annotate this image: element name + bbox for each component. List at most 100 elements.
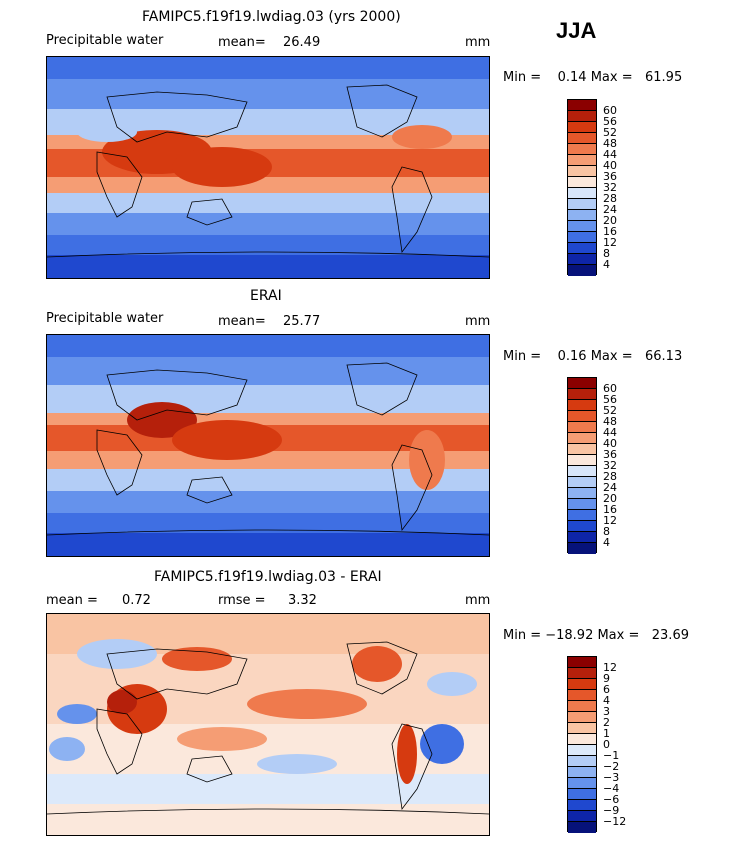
colorbar-label: 9 — [603, 672, 610, 685]
colorbar-label: 4 — [603, 536, 610, 549]
panel-1-mean-label: mean= — [218, 35, 266, 50]
colorbar-label: −12 — [603, 815, 627, 828]
colorbar-label: −4 — [603, 782, 620, 795]
colorbar-swatch — [568, 466, 596, 477]
colorbar-swatch — [568, 668, 596, 679]
colorbar-swatch — [568, 232, 596, 243]
colorbar-swatch — [568, 712, 596, 723]
panel-3-rmse-label: rmse = — [218, 593, 266, 608]
colorbar-swatch — [568, 422, 596, 433]
panel-1-map — [46, 56, 490, 279]
panel-1-minmax: Min = 0.14 Max = 61.95 — [503, 70, 683, 85]
colorbar-swatch — [568, 510, 596, 521]
colorbar-label: 3 — [603, 705, 610, 718]
colorbar-swatch — [568, 532, 596, 543]
panel-1-unit: mm — [465, 35, 491, 50]
panel-1-variable-label: Precipitable water — [46, 33, 164, 48]
colorbar-swatch — [568, 723, 596, 734]
colorbar-label: 52 — [603, 126, 617, 139]
colorbar-label: 8 — [603, 247, 610, 260]
colorbar-swatch — [568, 265, 596, 276]
colorbar-label: 1 — [603, 727, 610, 740]
colorbar-swatch — [568, 389, 596, 400]
panel-2-colorbar — [567, 377, 597, 554]
colorbar-swatch — [568, 166, 596, 177]
colorbar-swatch — [568, 488, 596, 499]
colorbar-swatch — [568, 789, 596, 800]
panel-1-colorbar — [567, 99, 597, 276]
colorbar-swatch — [568, 155, 596, 166]
colorbar-label: 28 — [603, 192, 617, 205]
colorbar-swatch — [568, 811, 596, 822]
colorbar-label: 4 — [603, 258, 610, 271]
colorbar-swatch — [568, 411, 596, 422]
panel-3-minmax: Min = −18.92 Max = 23.69 — [503, 628, 689, 643]
panel-2-map — [46, 334, 490, 557]
colorbar-label: 16 — [603, 225, 617, 238]
panel-2-minmax: Min = 0.16 Max = 66.13 — [503, 349, 683, 364]
colorbar-label: 20 — [603, 214, 617, 227]
colorbar-swatch — [568, 243, 596, 254]
colorbar-label: 32 — [603, 181, 617, 194]
colorbar-swatch — [568, 100, 596, 111]
colorbar-swatch — [568, 433, 596, 444]
panel-2-title: ERAI — [250, 288, 282, 304]
colorbar-swatch — [568, 521, 596, 532]
colorbar-swatch — [568, 679, 596, 690]
colorbar-swatch — [568, 734, 596, 745]
panel-2-mean-value: 25.77 — [283, 314, 321, 329]
colorbar-label: 2 — [603, 716, 610, 729]
colorbar-label: −9 — [603, 804, 620, 817]
colorbar-label: −3 — [603, 771, 620, 784]
colorbar-label: −2 — [603, 760, 620, 773]
panel-3-unit: mm — [465, 593, 491, 608]
colorbar-label: 12 — [603, 514, 617, 527]
colorbar-swatch — [568, 499, 596, 510]
colorbar-swatch — [568, 210, 596, 221]
colorbar-label: 36 — [603, 448, 617, 461]
colorbar-label: 40 — [603, 437, 617, 450]
panel-1-title: FAMIPC5.f19f19.lwdiag.03 (yrs 2000) — [142, 9, 401, 25]
colorbar-label: −6 — [603, 793, 620, 806]
colorbar-swatch — [568, 767, 596, 778]
colorbar-label: 12 — [603, 236, 617, 249]
colorbar-label: 60 — [603, 104, 617, 117]
panel-2-mean-label: mean= — [218, 314, 266, 329]
colorbar-swatch — [568, 111, 596, 122]
colorbar-label: 48 — [603, 415, 617, 428]
panel-3-mean-value: 0.72 — [122, 593, 151, 608]
colorbar-swatch — [568, 400, 596, 411]
colorbar-label: 8 — [603, 525, 610, 538]
colorbar-swatch — [568, 477, 596, 488]
colorbar-label: 20 — [603, 492, 617, 505]
panel-3-map — [46, 613, 490, 836]
panel-1-mean-value: 26.49 — [283, 35, 321, 50]
colorbar-label: 28 — [603, 470, 617, 483]
colorbar-label: 16 — [603, 503, 617, 516]
colorbar-swatch — [568, 822, 596, 833]
panel-2-variable-label: Precipitable water — [46, 311, 164, 326]
season-label: JJA — [556, 18, 597, 43]
colorbar-swatch — [568, 701, 596, 712]
colorbar-label: 12 — [603, 661, 617, 674]
panel-3-title: FAMIPC5.f19f19.lwdiag.03 - ERAI — [154, 569, 382, 585]
colorbar-swatch — [568, 455, 596, 466]
colorbar-swatch — [568, 756, 596, 767]
colorbar-swatch — [568, 657, 596, 668]
colorbar-swatch — [568, 221, 596, 232]
colorbar-label: 40 — [603, 159, 617, 172]
colorbar-swatch — [568, 188, 596, 199]
colorbar-label: 32 — [603, 459, 617, 472]
colorbar-label: 0 — [603, 738, 610, 751]
colorbar-label: 44 — [603, 148, 617, 161]
colorbar-swatch — [568, 199, 596, 210]
panel-3-colorbar — [567, 656, 597, 833]
colorbar-label: 44 — [603, 426, 617, 439]
colorbar-swatch — [568, 378, 596, 389]
colorbar-label: 24 — [603, 481, 617, 494]
colorbar-swatch — [568, 745, 596, 756]
colorbar-swatch — [568, 800, 596, 811]
colorbar-label: −1 — [603, 749, 620, 762]
colorbar-label: 60 — [603, 382, 617, 395]
colorbar-swatch — [568, 444, 596, 455]
